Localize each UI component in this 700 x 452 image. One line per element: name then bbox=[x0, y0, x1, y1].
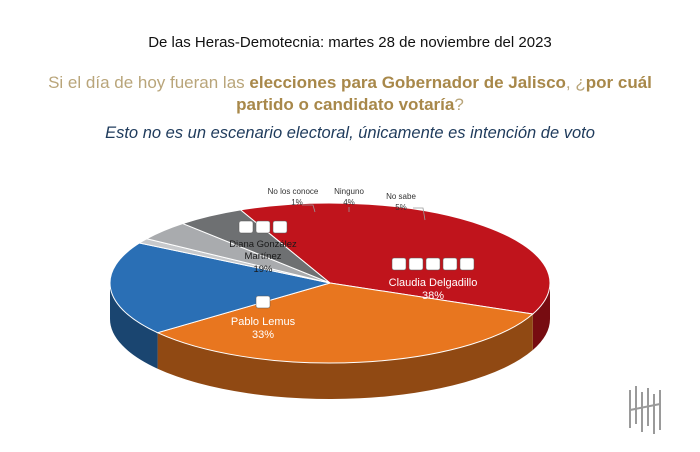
pan-logo bbox=[238, 220, 254, 234]
question-text-3: ? bbox=[454, 95, 464, 114]
outside-label-no-conoce: No los conoce bbox=[268, 187, 319, 196]
outside-label-ninguno: Ninguno bbox=[334, 187, 364, 196]
leader-line-no-conoce bbox=[302, 204, 316, 213]
question-text-1: Si el día de hoy fueran las bbox=[48, 73, 250, 92]
slice-value-pablo: 33% bbox=[252, 329, 274, 341]
party-logos-diana bbox=[238, 220, 288, 234]
slice-value-claudia: 38% bbox=[422, 290, 444, 302]
party-logos-pablo bbox=[255, 295, 271, 309]
outside-value-ninguno: 4% bbox=[343, 198, 355, 207]
outside-value-no-sabe: 5% bbox=[395, 203, 407, 212]
mc-logo bbox=[255, 295, 271, 309]
question-bold-1: elecciones para Gobernador de Jalisco bbox=[249, 73, 566, 92]
pie-slice-diana-gonzález-martínez bbox=[109, 242, 331, 334]
disclaimer-note: Esto no es un escenario electoral, única… bbox=[105, 124, 595, 142]
source-title: De las Heras-Demotecnia: martes 28 de no… bbox=[148, 34, 552, 51]
hagamos-logo bbox=[442, 257, 458, 271]
pie-side-diana-gonzález-martínez bbox=[110, 283, 158, 369]
prd-logo bbox=[272, 220, 288, 234]
pvem-logo bbox=[425, 257, 441, 271]
leader-line-no-sabe bbox=[413, 207, 426, 221]
slice-label-claudia: Claudia Delgadillo bbox=[389, 277, 478, 289]
question-bold-2: por cuál partido o candidato votaría bbox=[236, 73, 652, 114]
futuro-logo bbox=[459, 257, 475, 271]
pie-slice-pablo-lemus bbox=[156, 282, 534, 364]
pri-logo bbox=[255, 220, 271, 234]
slice-value-diana: 19% bbox=[253, 264, 273, 275]
outside-label-no-sabe: No sabe bbox=[386, 192, 416, 201]
pie-slice-no-sabe bbox=[181, 209, 331, 284]
demotecnia-logo bbox=[629, 386, 661, 434]
slice-label-diana-2: Martínez bbox=[245, 251, 282, 262]
question-text-2: , ¿ bbox=[565, 73, 586, 92]
outside-value-no-conoce: 1% bbox=[291, 198, 303, 207]
pt-logo bbox=[408, 257, 424, 271]
pie-side-pablo-lemus bbox=[157, 314, 533, 400]
slice-label-diana-1: Diana González bbox=[229, 239, 297, 250]
survey-question: Si el día de hoy fueran las elecciones p… bbox=[40, 72, 660, 116]
party-logos-claudia bbox=[391, 257, 475, 271]
morena-logo bbox=[391, 257, 407, 271]
slice-label-pablo: Pablo Lemus bbox=[231, 316, 296, 328]
